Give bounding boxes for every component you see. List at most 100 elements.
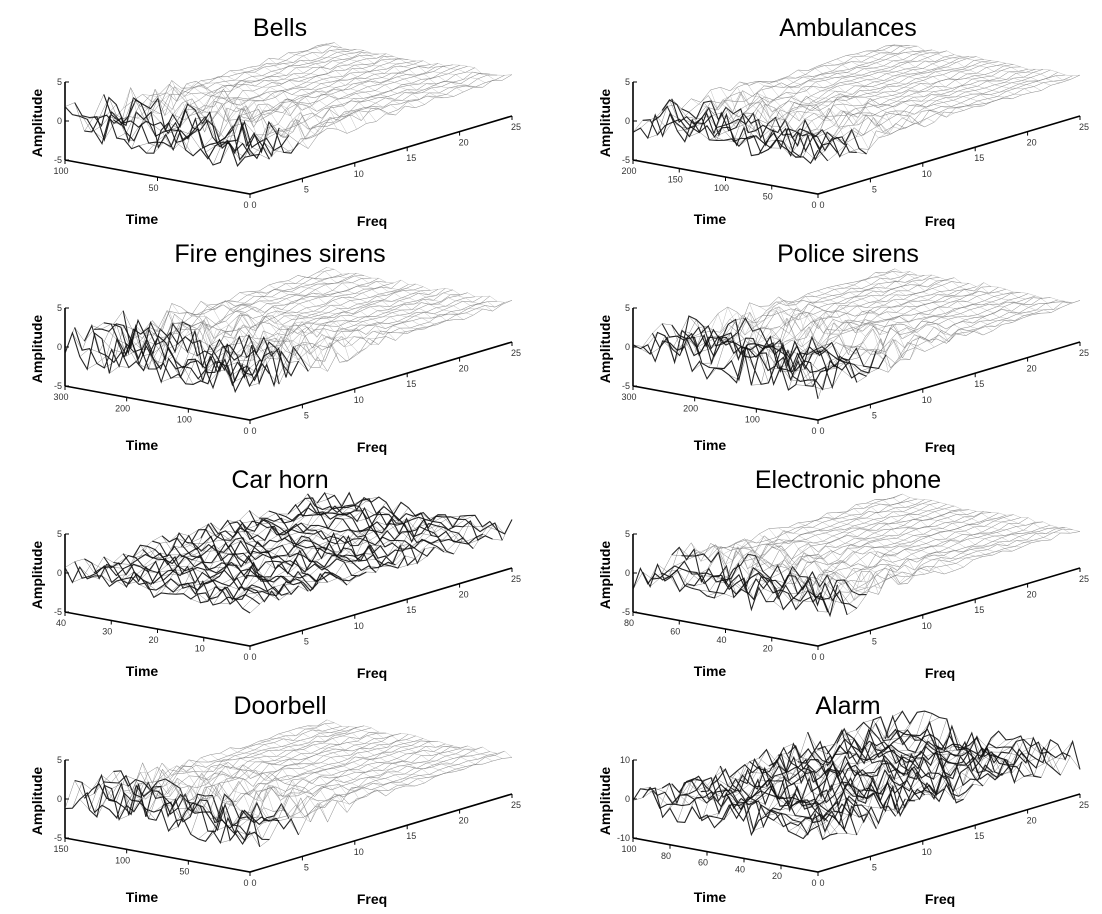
amplitude-axis-label: Amplitude [29,541,45,610]
mesh-line [729,286,992,381]
mesh-line [288,280,474,316]
freq-tick-label: 0 [251,652,256,662]
amp-tick-label: -5 [54,381,62,391]
surface-mesh [64,719,513,848]
freq-tick-label: 0 [251,200,256,210]
mesh-line [87,492,350,580]
floor-edges [64,793,513,873]
mesh-line [181,80,367,124]
plot-title: Fire engines sirens [174,240,385,268]
time-tick-label: 200 [683,403,698,413]
mesh-line [729,538,916,585]
mesh-line [721,511,984,590]
mesh-line [856,504,1042,542]
mesh-line [190,745,453,835]
mesh-line [94,273,357,369]
mesh-line [278,281,464,320]
mesh-line [113,770,299,836]
mesh-line [210,754,396,791]
amp-tick-label: -5 [54,155,62,165]
mesh-line [259,63,445,99]
mesh-line [778,77,964,111]
mesh-line [846,508,1032,543]
freq-axis-label: Freq [357,213,387,229]
mesh-line [220,300,406,335]
mesh-line [212,67,476,166]
time-tick-label: 300 [621,392,636,402]
mesh-line [817,738,1003,781]
mesh-line [807,68,993,104]
mesh-line [131,282,394,370]
surface-mesh [632,710,1081,841]
mesh-line [788,524,1051,606]
time-axis-label: Time [126,437,159,453]
mesh-line [758,305,945,343]
mesh-line [810,741,1073,836]
freq-tick-label: 10 [922,169,932,179]
mesh-line [647,45,910,139]
mesh-line [632,787,819,840]
mesh-line [268,738,454,774]
mesh-line [729,311,916,361]
mesh-line [200,523,387,569]
surface-mesh [64,491,513,614]
time-tick-label: 100 [714,183,729,193]
mesh-line [751,514,1014,610]
mesh-line [788,297,1051,391]
mesh-line [87,49,350,127]
mesh-line [220,76,406,111]
mesh-line [229,747,416,787]
mesh-line [846,728,1032,778]
plot-title: Ambulances [779,14,917,42]
mesh-line [205,66,468,154]
mesh-line [797,69,984,107]
mesh-line [93,96,280,160]
mesh-line [198,515,461,602]
mesh-line [326,42,513,76]
mesh-line [317,723,503,759]
mesh-line [175,63,439,151]
mesh-line [116,277,379,363]
amp-tick-label: 5 [57,755,62,765]
mesh-line [865,50,1051,86]
mesh-line [249,300,513,385]
amplitude-axis-label: Amplitude [29,767,45,836]
mesh-line [662,499,925,582]
mesh-line [288,730,474,767]
amp-tick-label: -5 [54,607,62,617]
freq-tick-label: 25 [1079,348,1089,358]
mesh-line [220,525,483,605]
mesh-line [778,527,964,568]
amp-tick-label: 0 [625,342,630,352]
mesh-line [132,323,319,368]
mesh-line [846,283,1032,316]
plot-title: Doorbell [233,692,326,720]
freq-tick-label: 5 [304,184,309,194]
mesh-line [227,751,490,836]
mesh-line [307,47,493,83]
mesh-line [817,531,1081,616]
mesh-line [160,60,424,148]
mesh-line [749,81,935,125]
mesh-line [802,74,1066,157]
mesh-line [662,50,925,137]
mesh-line [773,521,1036,610]
mesh-line [710,543,896,589]
mesh-line [72,42,335,133]
mesh-line [721,59,984,140]
mesh-line [787,744,974,797]
mesh-line [647,271,910,347]
mesh-line [84,110,270,161]
mesh-line [219,519,406,569]
floor-edges [632,115,1081,195]
mesh-line [74,779,261,847]
mesh-line [691,98,877,150]
mesh-line [780,69,1044,158]
mesh-line [632,340,819,399]
amplitude-axis-label: Amplitude [29,315,45,384]
time-tick-label: 50 [148,183,158,193]
amplitude-axis-label: Amplitude [597,315,613,384]
freq-tick-label: 20 [459,590,469,600]
